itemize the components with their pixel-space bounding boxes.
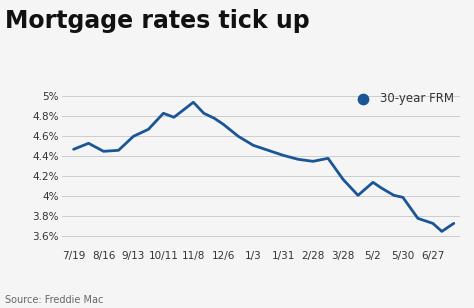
Text: Mortgage rates tick up: Mortgage rates tick up (5, 9, 310, 33)
Legend: 30-year FRM: 30-year FRM (352, 92, 454, 105)
Text: Source: Freddie Mac: Source: Freddie Mac (5, 295, 103, 305)
